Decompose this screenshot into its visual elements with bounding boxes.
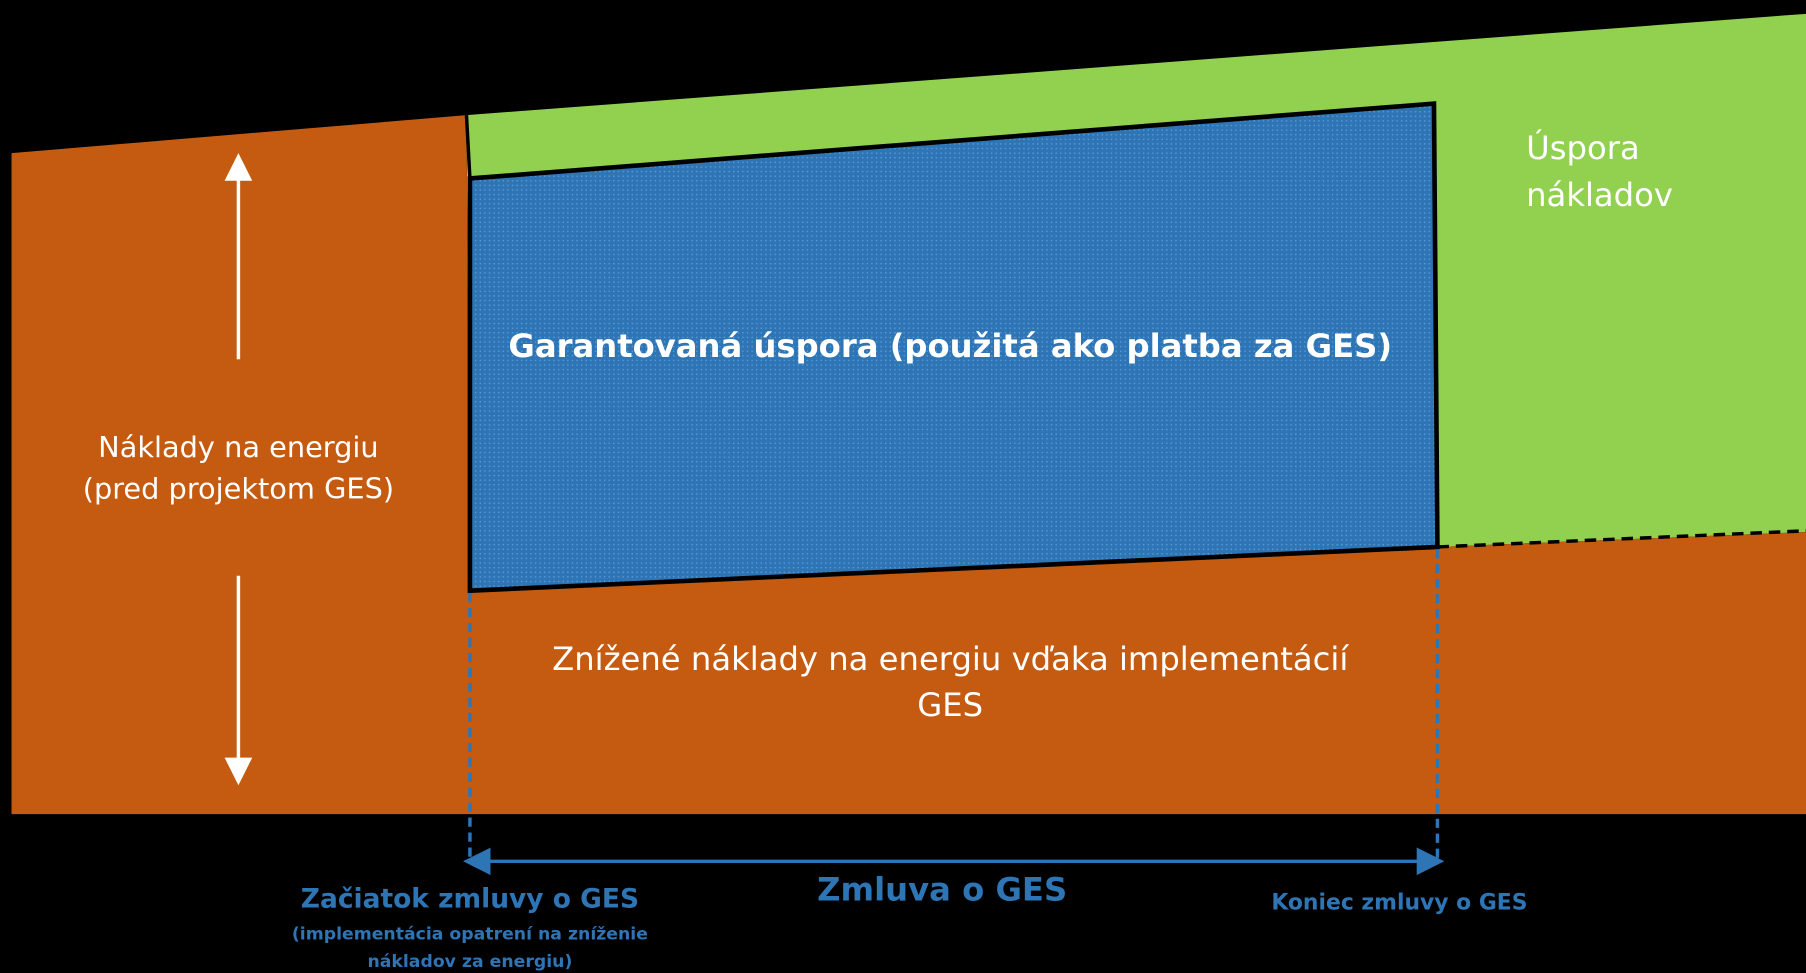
label: Znížené náklady na energiu vďaka impleme… [552,640,1349,678]
start-note: nákladov za energiu) [367,952,572,972]
cost-area [11,115,1806,815]
label: nákladov [1526,176,1673,214]
label: Garantovaná úspora (použitá ako platba z… [508,327,1392,365]
end-label: Koniec zmluvy o GES [1271,891,1527,916]
edge [464,115,472,179]
start-note: (implementácia opatrení na zníženie [292,925,648,945]
start-label: Začiatok zmluvy o GES [301,883,639,914]
contract-label: Zmluva o GES [817,870,1067,908]
label: Náklady na energiu [98,430,378,464]
label: GES [917,686,983,724]
dashed-line [1437,529,1806,549]
label: (pred projektom GES) [83,472,394,506]
label: Úspora [1526,128,1640,167]
